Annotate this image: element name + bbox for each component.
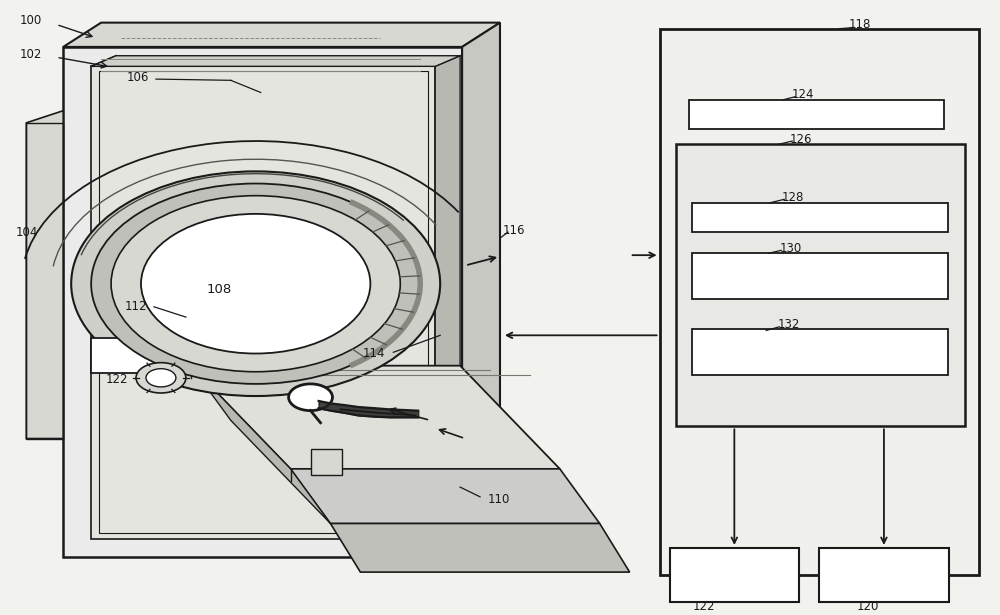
Text: 130: 130 bbox=[779, 242, 801, 255]
Bar bbox=[670, 548, 799, 603]
Circle shape bbox=[289, 384, 332, 411]
Polygon shape bbox=[91, 56, 460, 66]
Text: 114: 114 bbox=[362, 347, 385, 360]
Text: 128: 128 bbox=[781, 191, 804, 204]
Text: 108: 108 bbox=[206, 284, 231, 296]
Polygon shape bbox=[330, 523, 630, 572]
Bar bbox=[91, 338, 231, 373]
Polygon shape bbox=[291, 469, 600, 523]
Text: 116: 116 bbox=[503, 224, 525, 237]
Polygon shape bbox=[191, 366, 560, 469]
Text: 112: 112 bbox=[125, 300, 148, 313]
Circle shape bbox=[111, 196, 400, 371]
Text: 124: 124 bbox=[791, 89, 814, 101]
Bar bbox=[692, 203, 948, 232]
Text: 126: 126 bbox=[789, 133, 812, 146]
Bar bbox=[26, 123, 63, 438]
Bar bbox=[692, 329, 948, 375]
Bar bbox=[676, 144, 965, 426]
Bar bbox=[692, 253, 948, 299]
Circle shape bbox=[141, 214, 370, 354]
Text: 104: 104 bbox=[15, 226, 38, 239]
Text: 106: 106 bbox=[127, 71, 149, 84]
Circle shape bbox=[146, 369, 176, 387]
Polygon shape bbox=[435, 56, 460, 539]
Text: 102: 102 bbox=[19, 49, 42, 62]
Text: 120: 120 bbox=[857, 600, 879, 613]
Bar bbox=[819, 548, 949, 603]
Text: 110: 110 bbox=[488, 493, 510, 506]
Text: 118: 118 bbox=[849, 18, 871, 31]
Bar bbox=[311, 450, 342, 475]
Circle shape bbox=[136, 363, 186, 393]
Bar bbox=[63, 47, 462, 557]
Circle shape bbox=[71, 172, 440, 396]
Circle shape bbox=[91, 183, 420, 384]
Polygon shape bbox=[63, 23, 500, 47]
Polygon shape bbox=[26, 111, 63, 438]
Text: 122: 122 bbox=[106, 373, 129, 386]
Bar bbox=[689, 100, 944, 129]
Bar bbox=[91, 66, 435, 539]
Polygon shape bbox=[191, 366, 330, 523]
Text: 122: 122 bbox=[692, 600, 715, 613]
Bar bbox=[99, 71, 428, 533]
Polygon shape bbox=[462, 23, 500, 557]
Text: 100: 100 bbox=[19, 14, 42, 27]
Bar bbox=[660, 29, 979, 575]
Text: 132: 132 bbox=[777, 319, 800, 331]
